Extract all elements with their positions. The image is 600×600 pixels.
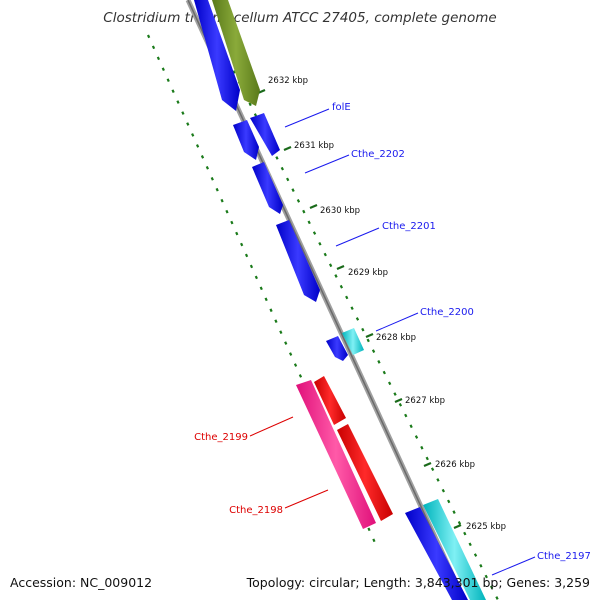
- cds-Cthe-2197-cyan[interactable]: [423, 499, 486, 600]
- cds-Cthe-2199[interactable]: [296, 380, 376, 529]
- cds-folE[interactable]: [250, 113, 280, 156]
- gene-label-Cthe-2200[interactable]: Cthe_2200: [420, 307, 474, 318]
- tick-label-2626: 2626 kbp: [435, 460, 475, 470]
- cds-Cthe-2200[interactable]: [342, 328, 364, 355]
- cds-Cthe-2201[interactable]: [276, 220, 320, 302]
- inner-dotted-ring: [227, 59, 499, 600]
- tick-label-2628: 2628 kbp: [376, 333, 416, 343]
- cds-red-a[interactable]: [314, 376, 346, 425]
- cds-small-b[interactable]: [326, 336, 348, 361]
- tick-label-2630: 2630 kbp: [320, 206, 360, 216]
- gene-label-Cthe-2197[interactable]: Cthe_2197: [537, 551, 591, 562]
- gene-label-folE[interactable]: folE: [332, 102, 351, 113]
- tick-label-2627: 2627 kbp: [405, 396, 445, 406]
- cds-olive[interactable]: [212, 0, 260, 106]
- genome-summary-text: Topology: circular; Length: 3,843,301 bp…: [246, 575, 590, 590]
- gene-label-Cthe-2201[interactable]: Cthe_2201: [382, 221, 436, 232]
- gene-label-Cthe-2199[interactable]: Cthe_2199: [194, 432, 248, 443]
- cds-Cthe-2197-blue[interactable]: [405, 507, 468, 600]
- callout-lines: [249, 108, 536, 576]
- tick-label-2625: 2625 kbp: [466, 522, 506, 532]
- cds-small-a[interactable]: [233, 120, 259, 160]
- tick-label-2629: 2629 kbp: [348, 268, 388, 278]
- tick-label-2631: 2631 kbp: [294, 141, 334, 151]
- tick-label-2632: 2632 kbp: [268, 76, 308, 86]
- cds-Cthe-2202[interactable]: [252, 162, 283, 214]
- gene-label-Cthe-2202[interactable]: Cthe_2202: [351, 149, 405, 160]
- gene-label-Cthe-2198[interactable]: Cthe_2198: [229, 505, 283, 516]
- cds-blue-top[interactable]: [194, 0, 240, 111]
- accession-text: Accession: NC_009012: [10, 575, 153, 590]
- cds-Cthe-2198[interactable]: [337, 424, 393, 521]
